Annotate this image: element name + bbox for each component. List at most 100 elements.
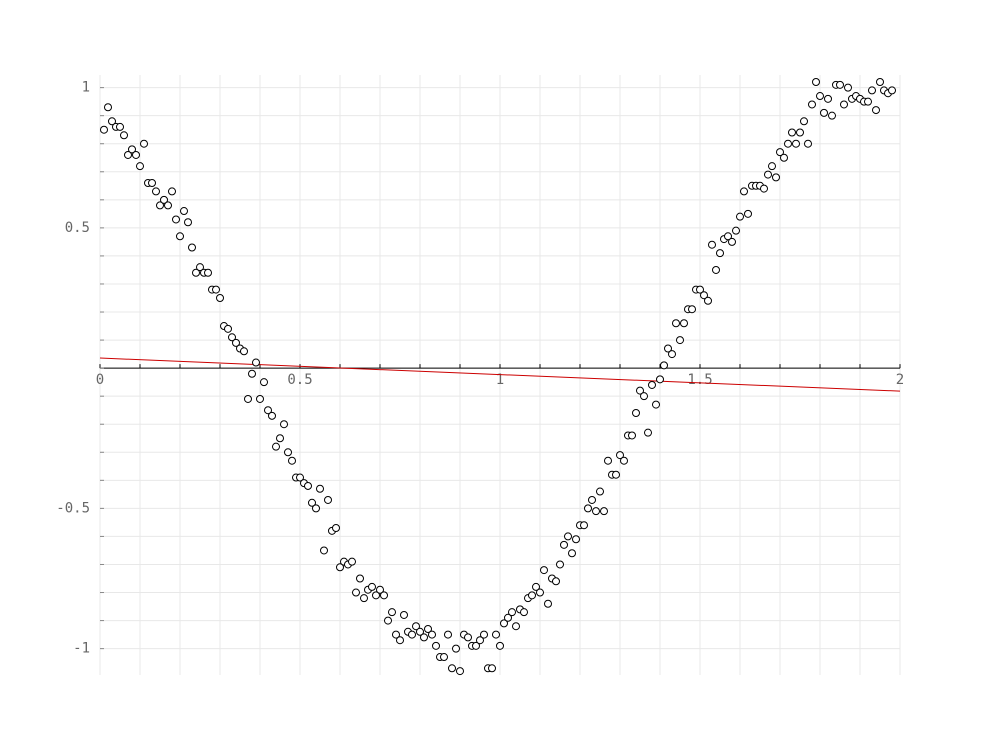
point <box>792 139 800 148</box>
point <box>396 636 404 645</box>
point <box>760 184 768 193</box>
point <box>600 507 608 516</box>
point <box>172 215 180 224</box>
x-tick-label: 0.5 <box>287 372 312 388</box>
point <box>188 243 196 252</box>
point <box>868 86 876 95</box>
point <box>416 627 424 636</box>
point <box>408 630 416 639</box>
point <box>296 473 304 482</box>
point <box>500 619 508 628</box>
y-tick-label: -1 <box>73 641 90 657</box>
point <box>312 504 320 513</box>
point <box>180 207 188 216</box>
point <box>572 535 580 544</box>
point <box>532 582 540 591</box>
point <box>496 641 504 650</box>
point <box>640 392 648 401</box>
point <box>432 641 440 650</box>
y-tick-label: -0.5 <box>56 500 90 516</box>
point <box>488 664 496 673</box>
point <box>400 610 408 619</box>
point <box>244 394 252 403</box>
point <box>376 585 384 594</box>
point <box>696 285 704 294</box>
fit-line <box>99 357 901 392</box>
point <box>448 664 456 673</box>
point <box>136 162 144 171</box>
point <box>668 350 676 359</box>
point <box>140 139 148 148</box>
point <box>648 380 656 389</box>
point <box>672 319 680 328</box>
point <box>384 616 392 625</box>
point <box>876 78 884 87</box>
point <box>308 498 316 507</box>
point <box>156 201 164 210</box>
point <box>456 667 464 676</box>
point <box>636 386 644 395</box>
point <box>492 630 500 639</box>
point <box>704 296 712 305</box>
point <box>536 588 544 597</box>
x-tick-label: 1.5 <box>687 372 712 388</box>
point <box>268 411 276 420</box>
point <box>476 636 484 645</box>
point <box>360 594 368 603</box>
point <box>196 263 204 272</box>
point <box>276 434 284 443</box>
point <box>836 80 844 89</box>
point <box>216 294 224 303</box>
point <box>768 162 776 171</box>
point <box>204 268 212 277</box>
point <box>872 106 880 115</box>
point <box>552 577 560 586</box>
point <box>464 633 472 642</box>
point <box>772 173 780 182</box>
point <box>380 591 388 600</box>
point <box>732 226 740 235</box>
point <box>412 622 420 631</box>
point <box>740 187 748 196</box>
point <box>864 97 872 106</box>
point <box>728 237 736 246</box>
point <box>160 195 168 204</box>
x-tick-label: 1 <box>496 372 504 388</box>
x-tick-label: 2 <box>896 372 904 388</box>
point <box>644 428 652 437</box>
point <box>132 150 140 159</box>
point <box>116 122 124 131</box>
point <box>440 653 448 662</box>
y-tick-label: 1 <box>82 80 90 96</box>
point <box>272 442 280 451</box>
point <box>592 507 600 516</box>
point <box>632 409 640 418</box>
point <box>560 540 568 549</box>
point <box>424 624 432 633</box>
point <box>620 456 628 465</box>
point <box>452 644 460 653</box>
point <box>212 285 220 294</box>
point <box>232 338 240 347</box>
point <box>824 94 832 103</box>
point <box>520 608 528 617</box>
point <box>788 128 796 137</box>
point <box>288 456 296 465</box>
point <box>472 641 480 650</box>
point <box>660 361 668 370</box>
point <box>776 148 784 157</box>
point <box>224 324 232 333</box>
point <box>780 153 788 162</box>
point <box>128 145 136 154</box>
point <box>120 131 128 140</box>
point <box>356 574 364 583</box>
point <box>544 599 552 608</box>
point <box>564 532 572 541</box>
point <box>804 139 812 148</box>
point <box>540 566 548 575</box>
point <box>324 495 332 504</box>
point <box>816 92 824 101</box>
point <box>584 504 592 513</box>
point <box>820 108 828 117</box>
point <box>228 333 236 342</box>
